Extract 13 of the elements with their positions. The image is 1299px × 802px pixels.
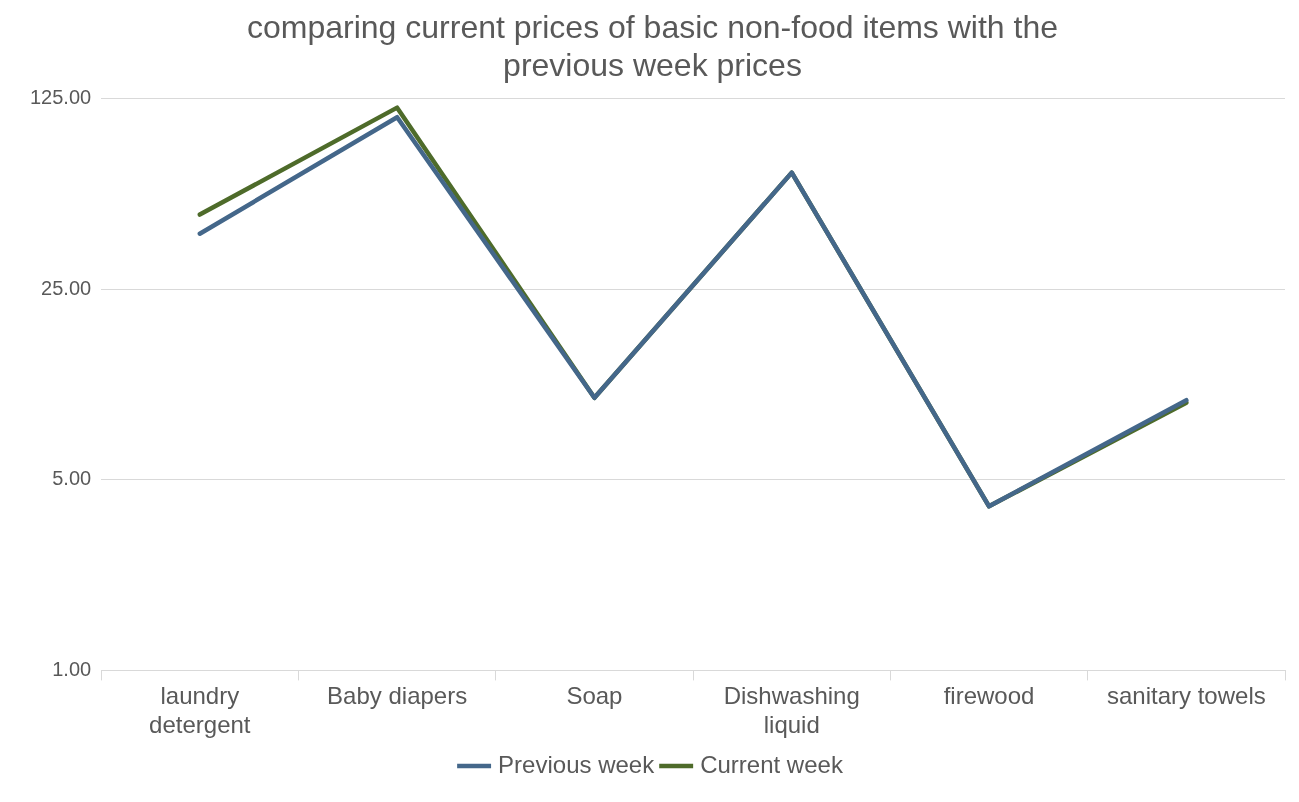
x-tick-label: Soap [566, 682, 623, 710]
x-tick-label: Baby diapers [327, 682, 468, 710]
y-tick-label: 125.00 [30, 86, 92, 109]
y-tick-label: 1.00 [52, 657, 92, 680]
x-tick-label: Dishwashing liquid [723, 682, 860, 739]
x-tick-label: laundry detergent [149, 682, 251, 739]
chart-title: comparing current prices of basic non-food items with the previous week prices [246, 9, 1059, 84]
x-tick-label: firewood [943, 682, 1035, 710]
legend-label: Previous week [498, 750, 656, 778]
x-tick-label: sanitary towels [1106, 682, 1266, 710]
y-tick-label: 5.00 [52, 467, 92, 490]
legend-label: Current week [700, 750, 844, 778]
y-tick-label: 25.00 [41, 276, 92, 299]
